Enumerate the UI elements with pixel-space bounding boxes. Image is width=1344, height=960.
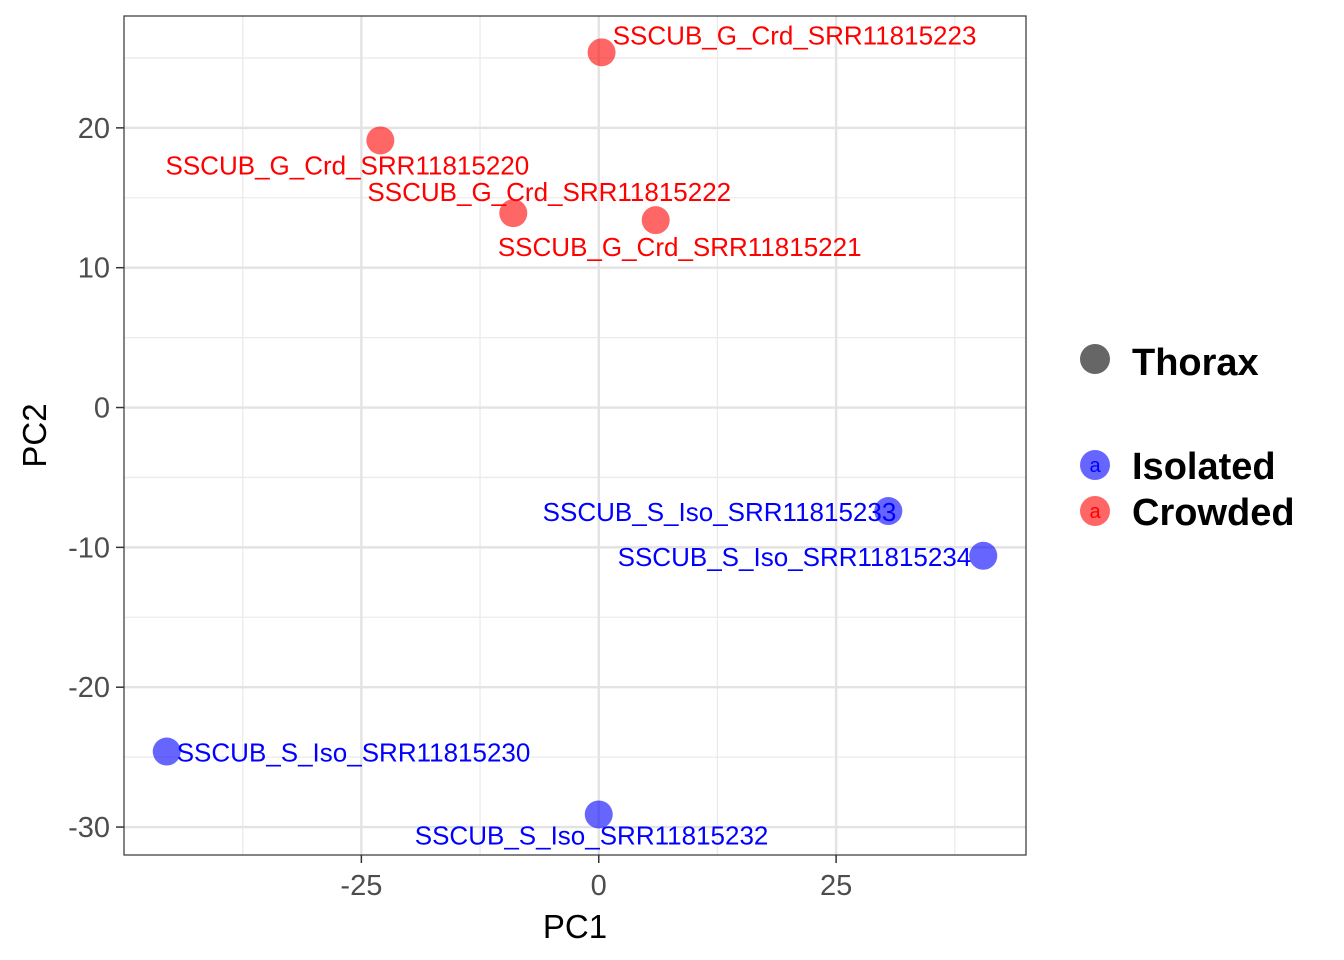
point-label: SSCUB_G_Crd_SRR11815221 — [498, 232, 862, 262]
data-point — [641, 206, 670, 235]
legend-key — [1080, 450, 1110, 480]
data-point — [152, 737, 181, 766]
point-label: SSCUB_G_Crd_SRR11815222 — [367, 177, 731, 207]
x-tick-label: 25 — [820, 870, 852, 902]
axis-ticks: -25 0 25 -30 -20 -10 0 10 20 — [68, 113, 852, 902]
x-tick-label: 0 — [591, 870, 607, 902]
point-label: SSCUB_G_Crd_SRR11815220 — [165, 150, 529, 180]
x-tick-label: -25 — [340, 870, 382, 902]
y-tick-label: -30 — [68, 812, 110, 844]
point-label: SSCUB_S_Iso_SRR11815234 — [618, 542, 972, 572]
major-gridlines — [124, 16, 1026, 855]
y-axis-title: PC2 — [16, 403, 53, 467]
point-label: SSCUB_S_Iso_SRR11815232 — [415, 820, 769, 850]
data-point — [584, 800, 613, 829]
data-point — [366, 126, 395, 155]
data-points — [152, 38, 998, 829]
y-tick-label: 10 — [78, 253, 110, 285]
legend-key — [1080, 496, 1110, 526]
data-point — [874, 497, 903, 526]
data-point — [587, 38, 616, 67]
legend-color-keys: a Isolated a Crowded — [1080, 446, 1295, 534]
legend: Thorax a Isolated a Crowded — [1080, 342, 1295, 534]
legend-label: Crowded — [1132, 492, 1295, 534]
y-tick-label: -10 — [68, 532, 110, 564]
legend-label: Isolated — [1132, 446, 1276, 488]
y-tick-label: -20 — [68, 672, 110, 704]
point-label: SSCUB_G_Crd_SRR11815223 — [613, 20, 977, 50]
x-axis-title: PC1 — [543, 908, 607, 945]
point-label: SSCUB_S_Iso_SRR11815233 — [543, 497, 897, 527]
data-point — [499, 199, 528, 228]
y-tick-label: 0 — [94, 393, 110, 425]
point-label: SSCUB_S_Iso_SRR11815230 — [177, 738, 531, 768]
panel-border — [123, 15, 1027, 856]
legend-key-text: a — [1089, 455, 1101, 477]
legend-thorax-key — [1080, 344, 1110, 374]
point-labels: SSCUB_S_Iso_SRR11815230 SSCUB_S_Iso_SRR11… — [165, 20, 976, 850]
y-tick-label: 20 — [78, 113, 110, 145]
data-point — [969, 541, 998, 570]
minor-gridlines — [124, 16, 1026, 855]
legend-key-text: a — [1089, 501, 1101, 523]
legend-thorax-label: Thorax — [1132, 342, 1259, 384]
